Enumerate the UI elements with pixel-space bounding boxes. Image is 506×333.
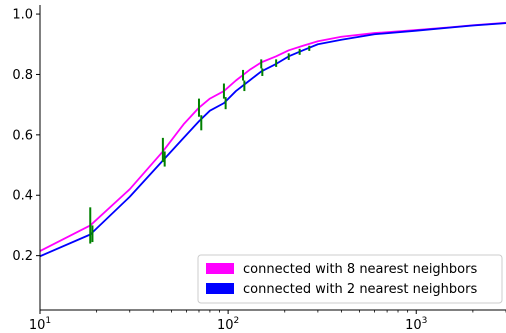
x-tick-label: 103 (405, 316, 427, 333)
x-tick-label-exponent: 1 (45, 316, 51, 326)
plot-area (39, 21, 506, 258)
x-tick-label: 101 (29, 316, 51, 333)
legend: connected with 8 nearest neighbors connec… (197, 254, 503, 304)
legend-swatch-1 (206, 263, 234, 274)
series-line-2 (39, 22, 506, 258)
y-tick-label: 0.8 (12, 68, 33, 83)
legend-label-1: connected with 8 nearest neighbors (243, 262, 477, 277)
y-tick-label: 0.2 (12, 249, 33, 264)
x-tick-label-exponent: 2 (234, 316, 240, 326)
x-tick-label-base: 10 (29, 318, 46, 333)
x-tick-label-exponent: 3 (422, 316, 428, 326)
x-tick-label-base: 10 (217, 318, 234, 333)
y-tick-label: 1.0 (12, 8, 33, 23)
legend-label-2: connected with 2 nearest neighbors (243, 282, 477, 297)
y-tick-label: 0.4 (12, 189, 33, 204)
legend-box (197, 254, 503, 304)
y-tick-label: 0.6 (12, 128, 33, 143)
x-tick-label: 102 (217, 316, 239, 333)
x-tick-label-base: 10 (405, 318, 422, 333)
legend-swatch-2 (206, 283, 234, 294)
